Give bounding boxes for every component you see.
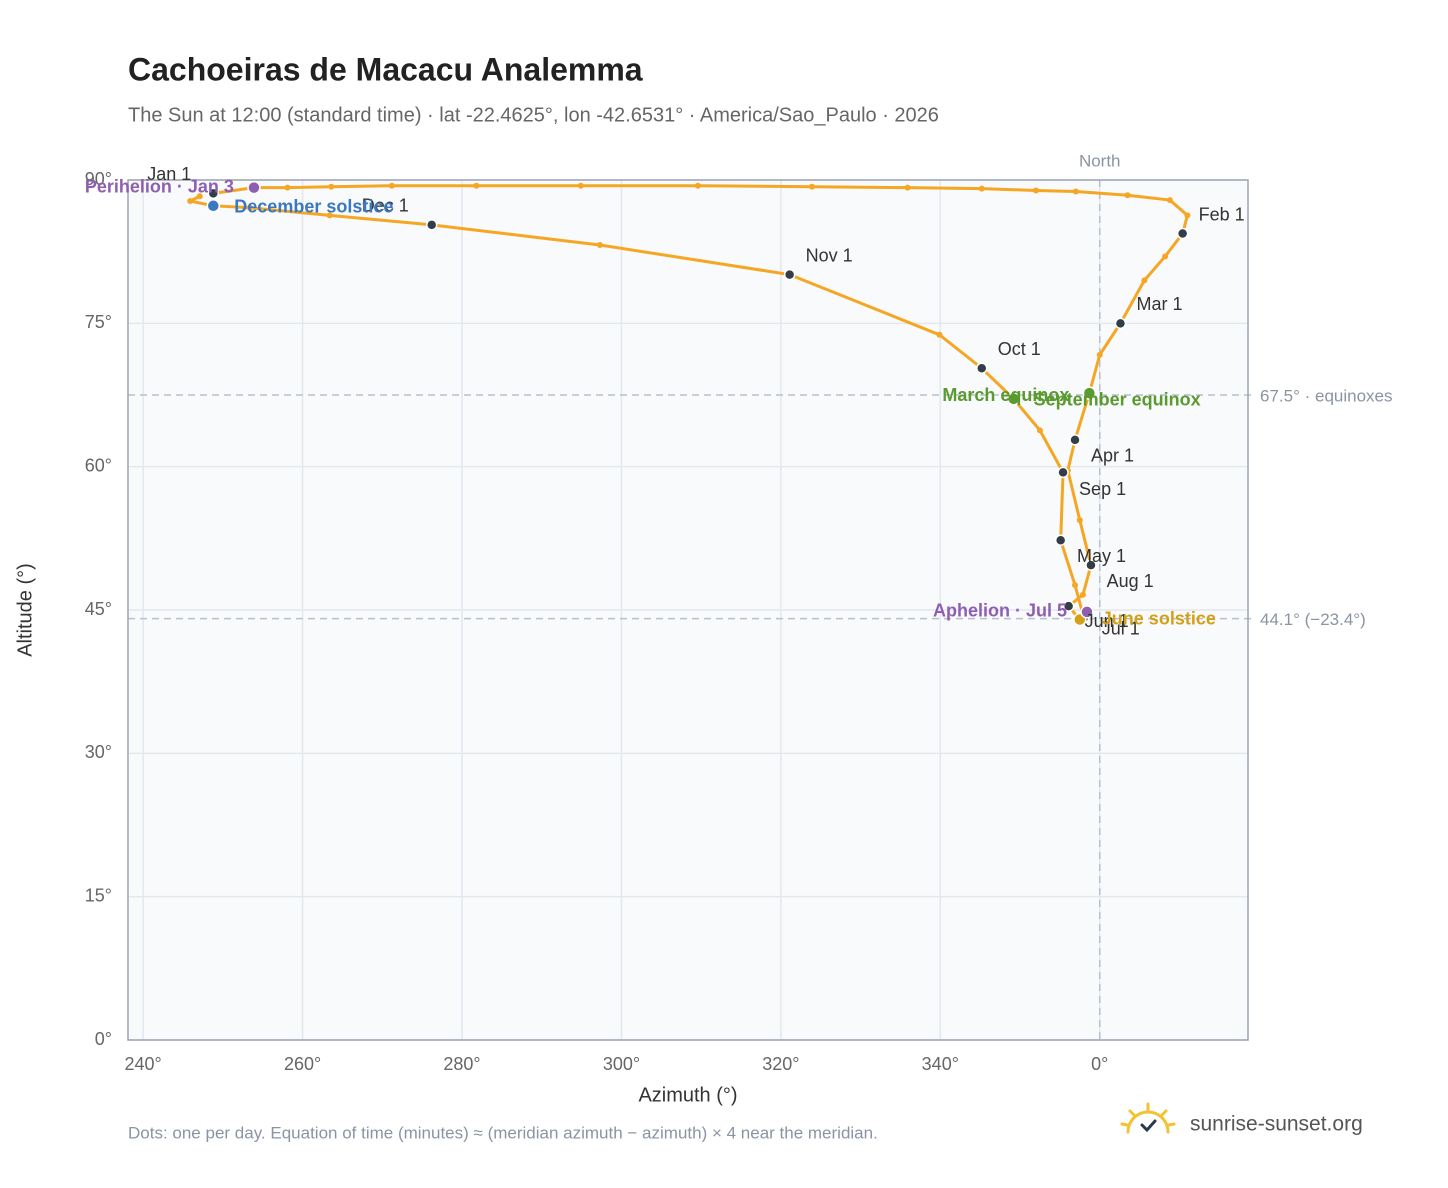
daily-dot bbox=[196, 193, 203, 200]
daily-dot bbox=[978, 185, 985, 192]
daily-dot bbox=[694, 182, 701, 189]
month-label: Apr 1 bbox=[1091, 446, 1134, 466]
month-marker bbox=[1057, 466, 1069, 479]
month-label: Jun 1 bbox=[1085, 611, 1129, 631]
daily-dot bbox=[1072, 582, 1079, 589]
daily-dot bbox=[596, 241, 603, 248]
daily-dot bbox=[1124, 192, 1131, 199]
y-axis-label: Altitude (°) bbox=[14, 563, 36, 657]
event-label: September equinox bbox=[1034, 390, 1201, 410]
daily-dot bbox=[1162, 253, 1169, 260]
daily-dot bbox=[808, 183, 815, 190]
month-marker bbox=[783, 268, 796, 281]
daily-dot bbox=[1076, 517, 1083, 524]
month-label: Dec 1 bbox=[362, 196, 409, 216]
x-tick-label: 320° bbox=[762, 1054, 799, 1074]
x-tick-label: 260° bbox=[284, 1054, 321, 1074]
plot-frame bbox=[127, 179, 1249, 1041]
month-label: Aug 1 bbox=[1107, 571, 1154, 591]
month-label: Nov 1 bbox=[806, 245, 853, 265]
event-marker bbox=[1082, 386, 1097, 400]
month-label: Feb 1 bbox=[1199, 204, 1245, 224]
daily-dot bbox=[577, 182, 584, 189]
daily-dot bbox=[1036, 427, 1043, 434]
event-marker bbox=[1080, 605, 1094, 619]
x-tick-label: 0° bbox=[1091, 1054, 1108, 1074]
y-tick-label: 60° bbox=[85, 455, 112, 475]
event-marker bbox=[1006, 392, 1021, 406]
month-label: Mar 1 bbox=[1136, 294, 1182, 314]
month-label: Sep 1 bbox=[1079, 479, 1126, 499]
y-tick-label: 0° bbox=[95, 1029, 112, 1049]
daily-dot bbox=[1166, 197, 1173, 204]
month-marker bbox=[1062, 600, 1075, 612]
month-marker bbox=[1069, 434, 1081, 446]
month-marker bbox=[1054, 534, 1067, 546]
brand-logo bbox=[1120, 1102, 1176, 1134]
month-label: Jan 1 bbox=[147, 164, 191, 184]
daily-dot bbox=[328, 183, 335, 190]
month-marker bbox=[1176, 227, 1189, 240]
daily-dot bbox=[1141, 277, 1148, 284]
x-tick-label: 280° bbox=[443, 1054, 480, 1074]
event-label: March equinox bbox=[942, 385, 1069, 405]
month-marker bbox=[207, 187, 220, 200]
event-label: Perihelion · Jan 3 bbox=[85, 176, 234, 196]
daily-dot bbox=[473, 182, 480, 189]
brand-name: sunrise-sunset.org bbox=[1190, 1113, 1363, 1136]
x-tick-label: 240° bbox=[125, 1054, 162, 1074]
x-axis-label: Azimuth (°) bbox=[638, 1084, 737, 1106]
month-marker bbox=[976, 362, 988, 374]
daily-dot bbox=[246, 204, 253, 211]
x-tick-label: 340° bbox=[922, 1054, 959, 1074]
event-marker bbox=[206, 199, 221, 213]
chart-subtitle: The Sun at 12:00 (standard time) · lat -… bbox=[128, 104, 939, 126]
daily-dot bbox=[904, 184, 911, 191]
month-label: Oct 1 bbox=[998, 339, 1041, 359]
event-label: June solstice bbox=[1102, 608, 1216, 628]
daily-dot bbox=[388, 182, 395, 189]
reference-label: 67.5° · equinoxes bbox=[1260, 386, 1393, 405]
reference-label: North bbox=[1079, 151, 1121, 170]
month-marker bbox=[425, 219, 438, 231]
x-tick-label: 300° bbox=[603, 1054, 640, 1074]
event-label: Aphelion · Jul 5 bbox=[933, 601, 1067, 621]
daily-dot bbox=[284, 184, 291, 191]
footnote: Dots: one per day. Equation of time (min… bbox=[128, 1123, 878, 1142]
daily-dot bbox=[1096, 351, 1103, 358]
daily-dot bbox=[1184, 212, 1191, 219]
daily-dot bbox=[1032, 187, 1039, 194]
event-label: December solstice bbox=[234, 197, 393, 217]
y-tick-label: 75° bbox=[85, 312, 112, 332]
month-marker bbox=[1085, 559, 1097, 571]
month-label: Jul 1 bbox=[1102, 618, 1140, 638]
reference-label: 44.1° (−23.4°) bbox=[1260, 610, 1366, 629]
y-tick-label: 30° bbox=[85, 742, 112, 762]
daily-dot bbox=[1072, 188, 1079, 195]
daily-dot bbox=[936, 331, 943, 338]
month-marker bbox=[1114, 317, 1127, 330]
month-label: May 1 bbox=[1077, 546, 1126, 566]
daily-dot bbox=[326, 212, 333, 219]
y-tick-label: 90° bbox=[85, 169, 112, 189]
daily-dot bbox=[187, 198, 194, 205]
chart-title: Cachoeiras de Macacu Analemma bbox=[128, 51, 643, 87]
y-tick-label: 45° bbox=[85, 599, 112, 619]
daily-dot bbox=[1079, 591, 1086, 598]
event-marker bbox=[247, 180, 261, 195]
y-tick-label: 15° bbox=[85, 885, 112, 905]
